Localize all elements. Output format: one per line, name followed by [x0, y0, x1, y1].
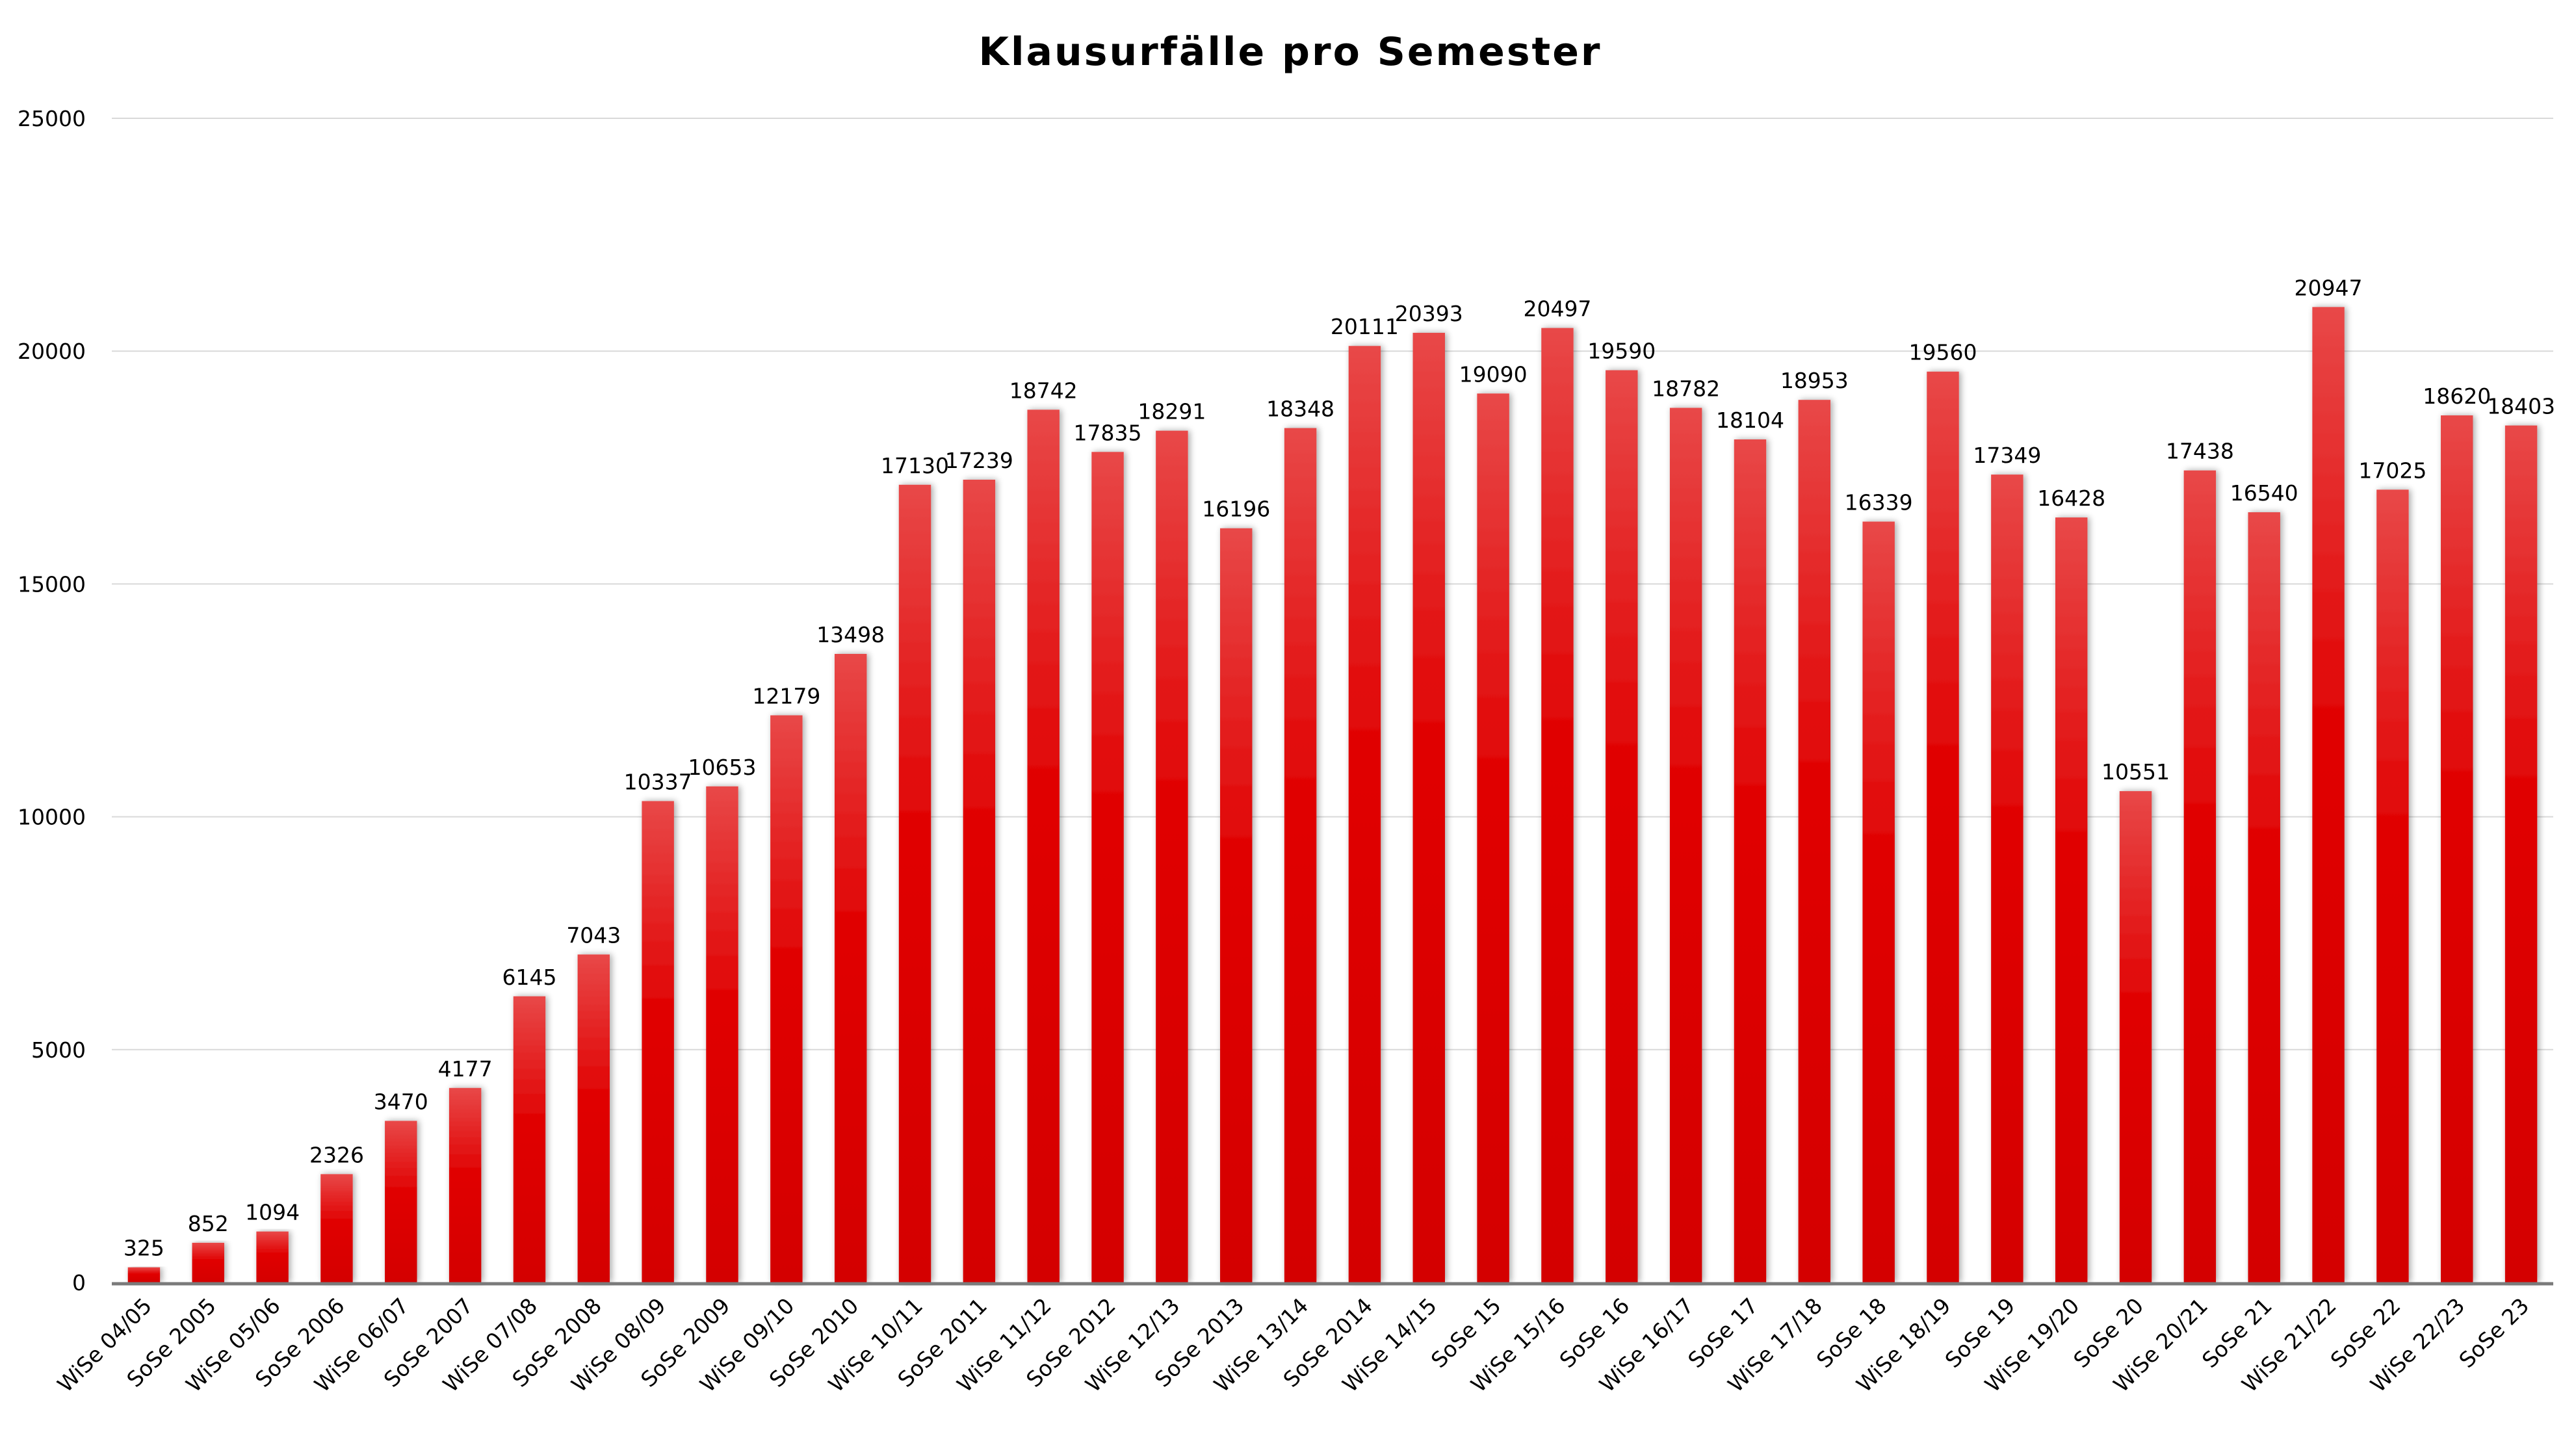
bar [2376, 489, 2409, 1282]
data-label: 20111 [1331, 314, 1399, 339]
data-label: 13498 [816, 622, 885, 647]
bar [1412, 333, 1445, 1283]
y-axis-ticks: 0 5000 10000 15000 20000 25000 [18, 106, 86, 1295]
data-label: 852 [188, 1211, 229, 1236]
data-label: 20497 [1523, 296, 1591, 322]
data-label: 10337 [624, 769, 692, 794]
y-tick-label: 10000 [18, 805, 86, 830]
data-label: 19090 [1459, 361, 1528, 387]
bar [2312, 307, 2345, 1282]
data-label: 325 [124, 1236, 164, 1261]
data-label: 4177 [438, 1056, 493, 1082]
bar [898, 484, 931, 1282]
y-tick-label: 25000 [18, 106, 86, 131]
data-label: 18104 [1716, 408, 1784, 433]
data-label: 16339 [1845, 489, 1913, 515]
data-label: 18403 [2487, 394, 2555, 419]
data-label: 3470 [374, 1089, 428, 1114]
x-tick-label: SoSe 23 [2454, 1293, 2534, 1373]
data-label: 20947 [2295, 275, 2363, 300]
bar [1927, 371, 1959, 1282]
data-label: 16428 [2037, 486, 2105, 511]
bar [1027, 410, 1060, 1282]
bar [449, 1087, 482, 1282]
bar [577, 954, 610, 1282]
data-label: 18953 [1780, 368, 1849, 393]
data-label: 17025 [2358, 458, 2426, 483]
data-label: 17835 [1074, 420, 1142, 445]
bar [2441, 415, 2473, 1282]
data-label: 19560 [1909, 340, 1977, 365]
bar [1348, 346, 1381, 1282]
data-label: 12179 [752, 683, 820, 708]
bar [2248, 512, 2280, 1282]
y-tick-label: 5000 [31, 1037, 86, 1063]
bar [1541, 328, 1574, 1282]
bar [1220, 528, 1253, 1283]
data-label: 19590 [1587, 339, 1656, 364]
bar [963, 479, 996, 1282]
bar [1798, 400, 1831, 1283]
y-tick-label: 20000 [18, 339, 86, 364]
bars [127, 307, 2538, 1283]
bar [127, 1267, 161, 1282]
data-label: 18742 [1009, 378, 1078, 403]
data-label: 10551 [2101, 759, 2170, 785]
y-tick-label: 0 [72, 1270, 86, 1295]
bar [320, 1174, 353, 1282]
bar [192, 1242, 224, 1282]
data-label: 16540 [2230, 480, 2298, 506]
bar [2183, 470, 2217, 1282]
data-label: 17349 [1973, 443, 2041, 468]
bar [513, 996, 546, 1282]
y-tick-label: 15000 [18, 571, 86, 597]
bar [834, 654, 867, 1282]
data-label: 1094 [245, 1200, 300, 1225]
bar [770, 715, 803, 1282]
data-label: 17239 [945, 448, 1013, 473]
data-label: 10653 [688, 755, 757, 780]
data-label: 17438 [2166, 439, 2234, 464]
bar [1734, 439, 1767, 1282]
chart-title: Klausurfälle pro Semester [978, 29, 1602, 75]
data-label: 16196 [1202, 497, 1270, 522]
bar [1862, 521, 1895, 1282]
bar [256, 1231, 289, 1282]
bar [642, 801, 674, 1282]
data-label: 2326 [309, 1142, 364, 1167]
bar [1669, 408, 1702, 1282]
data-label: 17130 [881, 453, 949, 478]
bar [1284, 428, 1317, 1282]
bar [1091, 452, 1124, 1283]
data-label: 18291 [1138, 399, 1206, 424]
bar [1991, 474, 2023, 1282]
bar [2119, 791, 2152, 1282]
bar [2055, 517, 2088, 1282]
data-label: 18620 [2423, 384, 2491, 409]
bar [706, 786, 738, 1282]
data-label: 20393 [1395, 301, 1463, 326]
data-label: 7043 [566, 922, 621, 948]
data-label: 18348 [1266, 396, 1334, 422]
bar [2504, 425, 2538, 1282]
bar [1156, 430, 1188, 1282]
data-label: 6145 [502, 965, 556, 990]
bar [385, 1121, 417, 1282]
data-labels: 325 852 1094 2326 3470 4177 6145 7043 1033710653… [124, 275, 2555, 1260]
bar [1606, 370, 1638, 1282]
data-label: 18782 [1652, 376, 1720, 401]
bar [1477, 393, 1509, 1283]
